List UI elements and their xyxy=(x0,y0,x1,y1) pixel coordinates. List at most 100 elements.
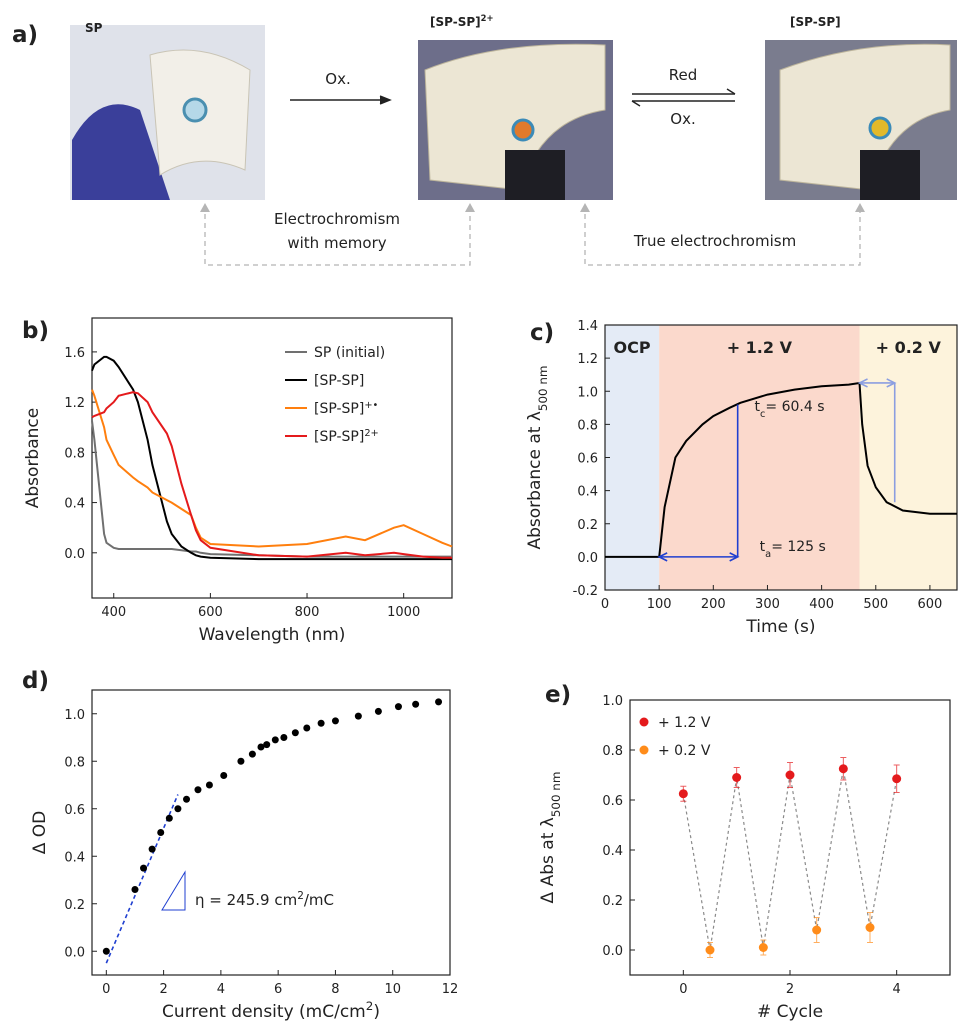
label-part: 2+ xyxy=(481,13,494,23)
y-tick-label: 0.8 xyxy=(577,418,598,433)
x-axis-label: # Cycle xyxy=(757,1002,823,1021)
photos xyxy=(70,25,957,200)
y-tick-label: 0.8 xyxy=(64,755,85,770)
y-tick-label: 0.6 xyxy=(577,452,598,467)
time-label: ta= 125 s xyxy=(760,539,826,560)
point xyxy=(435,698,443,706)
point xyxy=(317,719,325,727)
time-label: tc= 60.4 s xyxy=(755,399,825,420)
x-axis-label: Time (s) xyxy=(745,617,815,637)
x-tick-label: 400 xyxy=(809,597,834,612)
y-tick-label: 0.2 xyxy=(64,898,85,913)
scheme-arrows xyxy=(290,88,736,107)
x-tick-label: 0 xyxy=(679,982,687,997)
label-part: Absorbance at λ xyxy=(525,411,545,549)
x-tick-label: 6 xyxy=(274,982,282,997)
y-tick-label: 0.4 xyxy=(602,844,623,859)
y-axis-label: Δ Abs at λ500 nm xyxy=(538,772,563,904)
link xyxy=(204,205,471,266)
point xyxy=(248,750,256,758)
legend-label: SP (initial) xyxy=(314,345,385,361)
point xyxy=(205,781,213,789)
series-line xyxy=(91,389,453,548)
point xyxy=(263,741,271,749)
y-tick-label: 0.4 xyxy=(64,497,85,512)
panel-label: c) xyxy=(530,320,554,346)
legend-swatch xyxy=(639,745,649,755)
label-part: [SP-SP] xyxy=(790,15,841,29)
point xyxy=(271,736,279,744)
x-tick-label: 2 xyxy=(159,982,167,997)
legend-label: + 0.2 V xyxy=(658,743,711,759)
x-tick-label: 200 xyxy=(701,597,726,612)
arrowhead xyxy=(855,203,865,212)
point xyxy=(194,786,202,794)
arrowhead xyxy=(200,203,210,212)
x-tick-label: 12 xyxy=(442,982,459,997)
label-part: Time (s) xyxy=(745,617,815,637)
label-part: 500 nm xyxy=(549,772,563,818)
region-label: + 1.2 V xyxy=(727,338,793,357)
y-axis-label: Absorbance xyxy=(23,408,43,508)
fit-line xyxy=(105,794,179,964)
legend-label: + 1.2 V xyxy=(658,715,711,731)
point xyxy=(291,729,299,737)
label-part: η = 245.9 cm xyxy=(195,891,297,909)
legend-label: [SP-SP]2+ xyxy=(314,428,379,446)
point xyxy=(140,864,148,872)
label-part: Δ Abs at λ xyxy=(538,817,558,903)
link xyxy=(584,205,861,266)
point xyxy=(148,845,156,853)
point xyxy=(812,925,822,935)
point xyxy=(102,947,110,955)
y-axis-label: Absorbance at λ500 nm xyxy=(525,365,550,549)
series-line xyxy=(605,381,957,558)
point xyxy=(865,923,875,932)
x-axis-label: Current density (mC/cm2) xyxy=(162,999,380,1021)
y-tick-label: 0.4 xyxy=(64,850,85,865)
arrowhead xyxy=(580,203,590,212)
point xyxy=(412,700,420,708)
point xyxy=(374,707,382,715)
y-tick-label: 1.0 xyxy=(64,708,85,723)
arrow-label: Red xyxy=(669,66,698,84)
cable xyxy=(860,150,920,200)
label-part: 2+ xyxy=(364,428,378,439)
label-part: Current density (mC/cm xyxy=(162,1002,366,1021)
y-tick-label: 1.0 xyxy=(577,385,598,400)
y-axis-label: Δ OD xyxy=(30,811,50,855)
legend-label: [SP-SP] xyxy=(314,373,364,389)
label-part: 2 xyxy=(297,890,304,902)
y-tick-label: 0.0 xyxy=(64,945,85,960)
label-part: SP xyxy=(85,21,103,35)
y-tick-label: 1.6 xyxy=(64,346,85,361)
cable xyxy=(505,150,565,200)
state-label: [SP-SP] xyxy=(790,15,841,29)
y-tick-label: 0.0 xyxy=(64,547,85,562)
label-part: t xyxy=(760,539,766,555)
label-part: Wavelength (nm) xyxy=(199,625,346,645)
arrow-label: Ox. xyxy=(670,110,695,128)
x-tick-label: 0 xyxy=(601,597,609,612)
region xyxy=(659,325,860,590)
arrowhead xyxy=(631,100,641,107)
point xyxy=(705,945,715,955)
label-part: Absorbance xyxy=(23,408,43,508)
arrowhead xyxy=(726,88,736,95)
point xyxy=(394,703,402,711)
glove xyxy=(72,104,170,200)
point xyxy=(257,743,265,751)
fit-label: η = 245.9 cm2/mC xyxy=(195,890,334,909)
y-tick-label: 1.4 xyxy=(577,319,598,334)
dashed-links xyxy=(204,205,861,266)
region-label: + 0.2 V xyxy=(876,338,942,357)
slope-triangle xyxy=(161,870,186,911)
y-tick-label: 1.2 xyxy=(577,352,598,367)
panel-label: e) xyxy=(545,682,571,708)
point xyxy=(131,886,139,893)
arrowhead xyxy=(465,203,475,212)
x-tick-label: 800 xyxy=(295,605,320,620)
x-tick-label: 1000 xyxy=(387,605,420,620)
point xyxy=(758,943,768,952)
